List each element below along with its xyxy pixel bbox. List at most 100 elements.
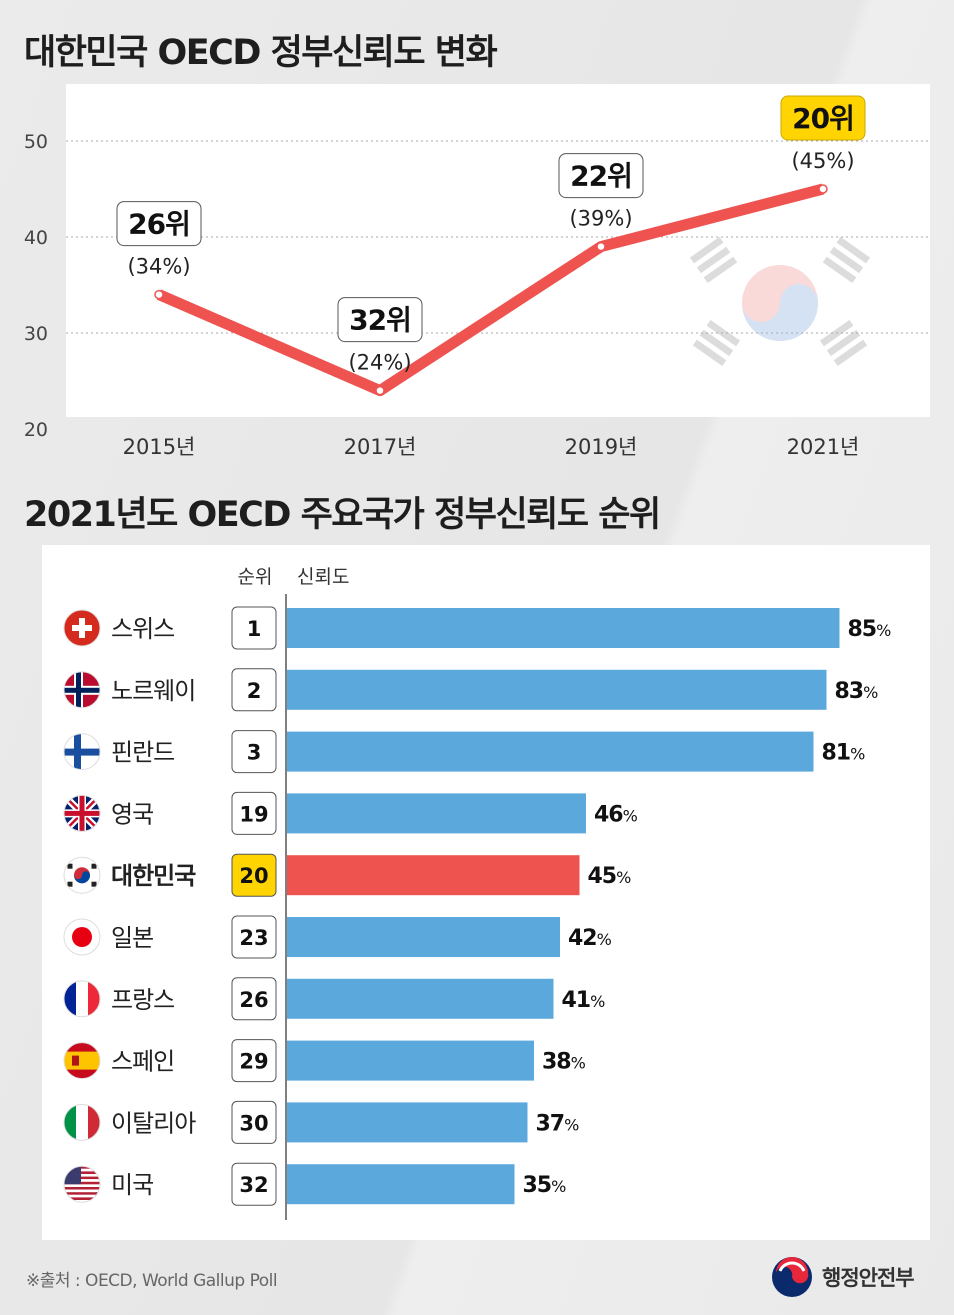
flag-body (64, 610, 100, 646)
flag-border (63, 733, 101, 771)
bar-value-label: 45% (588, 864, 632, 889)
flag-body (64, 1166, 100, 1203)
flag-part (74, 871, 90, 884)
bar-value-label: 35% (523, 1173, 567, 1198)
norway-flag-icon (63, 671, 101, 709)
rank-badge (337, 297, 423, 343)
flag-body (64, 733, 100, 770)
flag-body (64, 980, 100, 1017)
rank-badge (558, 153, 644, 199)
rank-value: 32 (239, 1173, 268, 1197)
rank-box (231, 668, 277, 712)
flag-part (76, 1104, 88, 1141)
taegeuk-red (742, 265, 818, 341)
bar-value-label: 46% (594, 802, 638, 827)
flag-part (64, 1189, 100, 1193)
value-suffix: % (551, 1177, 566, 1196)
rank-value: 1 (247, 617, 262, 641)
trigram-bar (692, 339, 727, 366)
value-number: 46 (594, 802, 623, 827)
value-suffix: % (564, 1115, 579, 1134)
percent-label: (39%) (569, 207, 632, 231)
usa-flag-icon (63, 1165, 101, 1203)
value-number: 38 (542, 1050, 571, 1075)
country-name: 핀란드 (111, 739, 174, 767)
rank-label: 20위 (792, 102, 854, 135)
flag-part (64, 1184, 100, 1187)
bar-value-label: 37% (536, 1111, 580, 1136)
flag-part (64, 1181, 100, 1185)
bar (287, 793, 586, 834)
rank-box (231, 1039, 277, 1083)
value-suffix: % (590, 992, 605, 1011)
flag-part (64, 980, 76, 1017)
flag-part (64, 687, 100, 693)
rank-value: 2 (247, 679, 262, 703)
country-name: 프랑스 (111, 986, 174, 1014)
country-name: 영국 (111, 800, 153, 828)
trigram-bar (696, 246, 731, 274)
flag-part (72, 1055, 79, 1066)
country-name: 이탈리아 (111, 1109, 196, 1137)
flag-border (63, 1042, 101, 1080)
rank-box (231, 606, 277, 650)
flag-border (63, 918, 101, 956)
x-tick-label: 2015년 (123, 435, 196, 459)
rank-label: 22위 (570, 160, 632, 193)
flag-part (64, 1197, 100, 1200)
bar (287, 608, 840, 648)
x-tick-label: 2017년 (344, 435, 417, 459)
value-suffix: % (863, 683, 878, 702)
value-suffix: % (597, 930, 612, 949)
flag-part (72, 625, 92, 631)
rank-box (231, 853, 277, 897)
x-tick-label: 2021년 (787, 435, 860, 459)
rank-label: 32위 (349, 304, 411, 337)
y-tick-label: 30 (24, 323, 48, 345)
spain-flag-icon (63, 1042, 101, 1080)
value-number: 37 (536, 1111, 565, 1136)
flag-part (67, 863, 73, 869)
flag-body (64, 1104, 100, 1141)
france-flag-icon (63, 980, 101, 1018)
bar-row: 노르웨이 2 83% (63, 668, 879, 712)
y-tick-label: 40 (24, 227, 48, 249)
percent-label: (45%) (791, 149, 854, 173)
flag-part (64, 1192, 100, 1195)
value-number: 85 (848, 617, 877, 642)
y-tick-label: 50 (24, 131, 48, 153)
value-number: 45 (588, 864, 617, 889)
flag-body (64, 671, 100, 708)
flag-part (64, 1171, 100, 1174)
trigram-bar (822, 256, 857, 283)
bar-value-label: 38% (542, 1050, 586, 1075)
rank-box (231, 977, 277, 1021)
flag-part (64, 1194, 100, 1198)
data-point (154, 289, 164, 300)
bar-row: 스페인 29 38% (63, 1039, 587, 1083)
trust-line (156, 183, 825, 397)
rank-value: 19 (239, 802, 268, 826)
rank-badge (116, 201, 202, 247)
bar (287, 731, 814, 772)
line-chart-title: 대한민국 OECD 정부신뢰도 변화 (24, 33, 498, 73)
rank-value: 3 (247, 741, 262, 765)
rank-value: 26 (239, 988, 268, 1012)
finland-flag-icon (63, 733, 101, 771)
value-suffix: % (850, 745, 865, 764)
x-tick-label: 2019년 (565, 435, 638, 459)
bar-value-label: 81% (822, 741, 866, 766)
japan-flag-icon (63, 918, 101, 956)
flag-part (64, 748, 100, 756)
data-point (596, 241, 606, 252)
rank-value: 23 (239, 926, 268, 950)
country-name: 대한민국 (111, 862, 196, 890)
trigram-bar (833, 339, 868, 366)
bar-value-label: 41% (562, 988, 606, 1013)
rank-box (231, 915, 277, 959)
trigram-bar (706, 319, 741, 347)
percent-label: (34%) (127, 255, 190, 279)
trigram-bar (689, 236, 724, 264)
flag-part (88, 1104, 100, 1141)
